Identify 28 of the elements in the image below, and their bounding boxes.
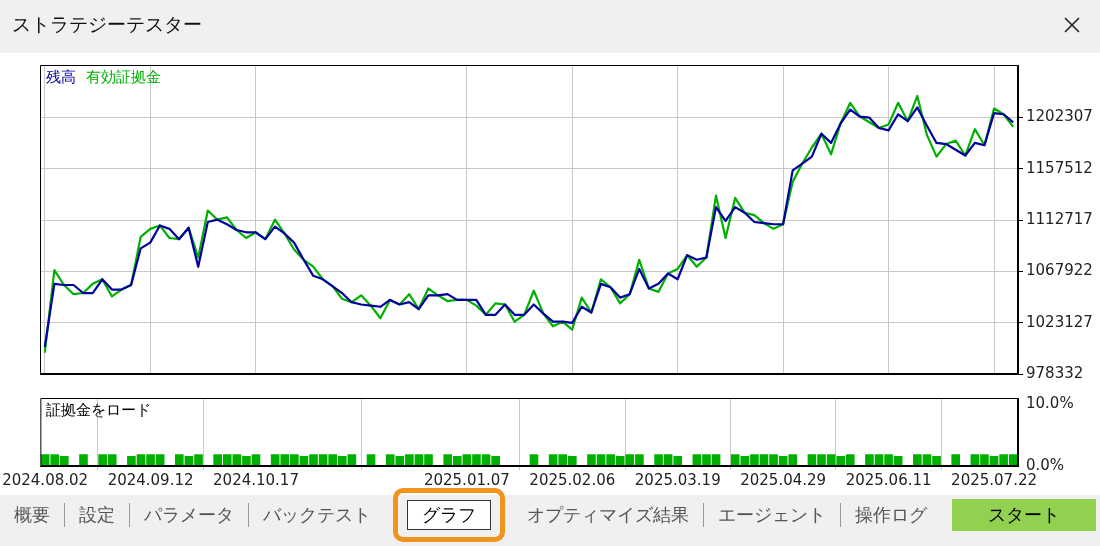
y-tick-label: 978332 [1026,363,1084,382]
x-tick-label: 2025.04.29 [740,470,827,489]
text: 有効証拠金 [86,68,161,87]
x-tick-label: 2025.01.07 [423,470,510,489]
x-tick-label: 2025.03.19 [634,470,721,489]
text: バックテスト [248,503,385,527]
text: エージェント [703,503,840,527]
chart-title: ストラテジーテスター [12,12,202,37]
chart-title: 証拠金をロード [46,401,152,420]
y-tick-label: 10.0% [1026,394,1074,413]
x-tick-label: 2024.09.12 [107,470,194,489]
y-tick-label: 1202307 [1026,107,1093,126]
text: 設定 [64,503,129,527]
y-tick-label: 1067922 [1026,261,1093,280]
y-tick-label: 1023127 [1026,312,1093,331]
text: スタート [952,499,1096,531]
x-tick-label: 2025.02.06 [529,470,616,489]
y-tick-label: 1157512 [1026,158,1093,177]
text: グラフ [407,500,491,530]
text: 残高 [46,68,76,87]
y-tick-label: 1112717 [1026,209,1093,228]
text: 概要 [13,503,51,527]
x-tick-label: 2024.08.02 [2,470,89,489]
text: オプティマイズ結果 [526,503,690,527]
x-tick-label: 2024.10.17 [213,470,299,489]
text: パラメータ [129,503,248,527]
x-tick-label: 2025.06.11 [845,470,932,489]
text: 操作ログ [840,503,941,527]
